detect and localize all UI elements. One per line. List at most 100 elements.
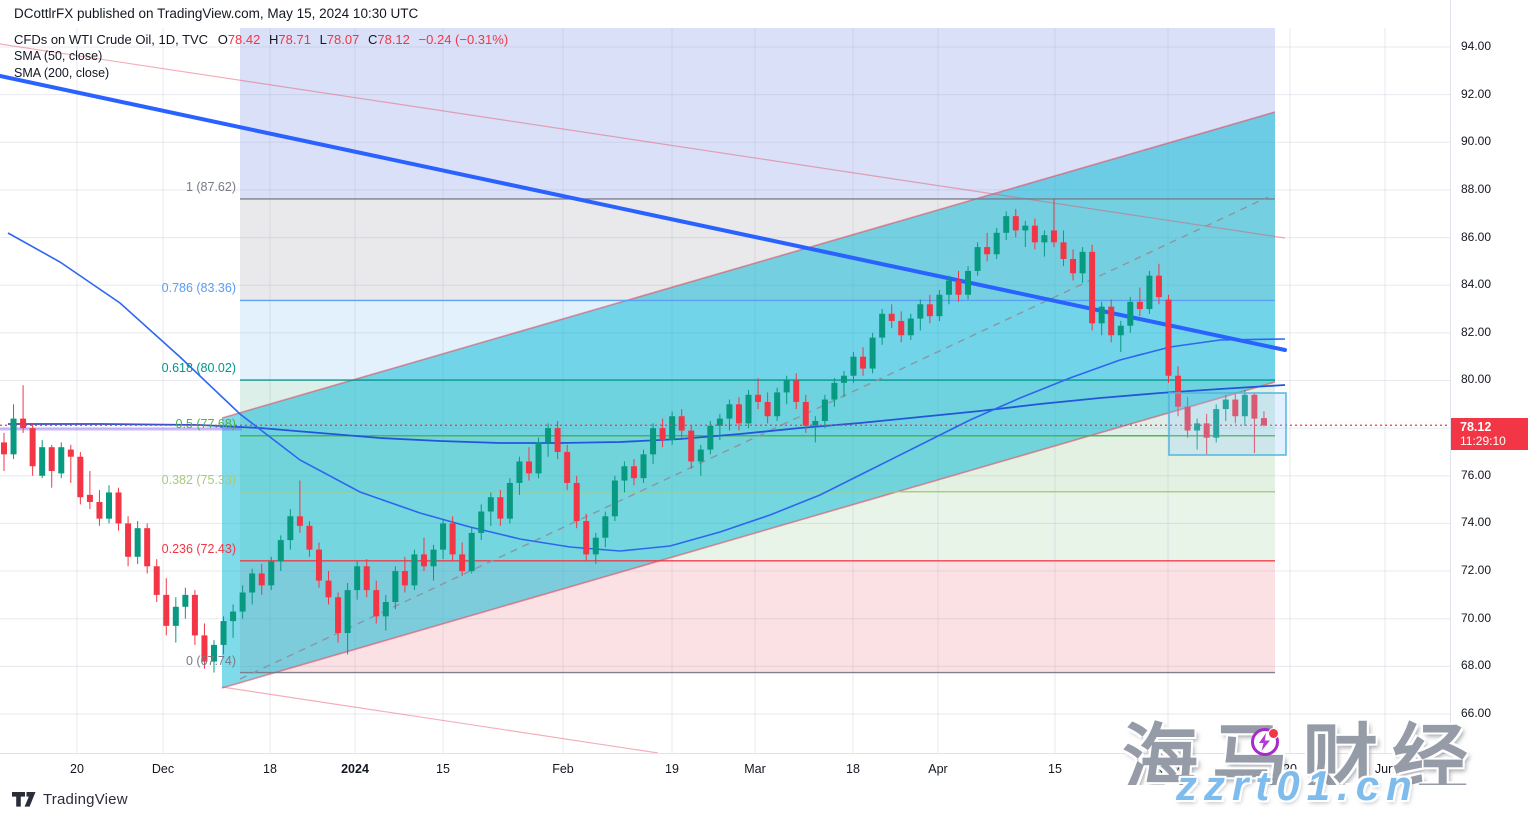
candle-body[interactable]	[39, 447, 46, 476]
candle-body[interactable]	[1022, 225, 1029, 231]
candle-body[interactable]	[850, 356, 857, 376]
candle-body[interactable]	[277, 540, 284, 562]
candle-body[interactable]	[1012, 216, 1019, 231]
candle-body[interactable]	[860, 356, 867, 369]
candle-body[interactable]	[592, 537, 599, 555]
candle-body[interactable]	[945, 280, 952, 295]
candle-body[interactable]	[134, 528, 141, 557]
candle-body[interactable]	[974, 247, 981, 271]
candle-body[interactable]	[707, 425, 714, 450]
candle-body[interactable]	[898, 320, 905, 336]
secondary-trendline[interactable]	[0, 43, 1286, 239]
candle-body[interactable]	[1117, 325, 1124, 336]
candle-body[interactable]	[755, 394, 762, 402]
candle-body[interactable]	[430, 549, 437, 567]
tradingview-logo[interactable]: TradingView	[12, 791, 128, 808]
candle-body[interactable]	[48, 447, 55, 472]
candle-body[interactable]	[621, 466, 628, 481]
candle-body[interactable]	[20, 418, 27, 429]
candle-body[interactable]	[764, 401, 771, 417]
candle-body[interactable]	[554, 428, 561, 452]
candle-body[interactable]	[449, 523, 456, 555]
candle-body[interactable]	[401, 571, 408, 586]
sma-50-line[interactable]	[7, 232, 1286, 552]
candle-body[interactable]	[993, 232, 1000, 255]
candle-body[interactable]	[1251, 394, 1258, 419]
candle-body[interactable]	[630, 466, 637, 479]
candle-body[interactable]	[363, 566, 370, 591]
candle-body[interactable]	[1184, 406, 1191, 431]
candle-body[interactable]	[220, 621, 227, 645]
candle-body[interactable]	[716, 418, 723, 426]
candle-body[interactable]	[268, 561, 275, 586]
candle-body[interactable]	[296, 516, 303, 526]
price-axis[interactable]: 94.00 92.00 90.00 88.00 86.00 84.00 82.00 80.00…	[1450, 0, 1529, 753]
candle-body[interactable]	[697, 449, 704, 462]
candle-body[interactable]	[525, 461, 532, 474]
candle-body[interactable]	[802, 401, 809, 426]
candle-body[interactable]	[10, 418, 17, 455]
candle-body[interactable]	[564, 451, 571, 483]
candle-body[interactable]	[879, 313, 886, 338]
candle-body[interactable]	[955, 280, 962, 295]
candle-body[interactable]	[726, 404, 733, 419]
candle-body[interactable]	[144, 528, 151, 567]
candle-body[interactable]	[745, 394, 752, 424]
candle-body[interactable]	[1146, 275, 1153, 310]
candle-body[interactable]	[783, 380, 790, 393]
candle-body[interactable]	[230, 611, 237, 622]
candle-body[interactable]	[1213, 409, 1220, 438]
time-axis[interactable]: 20 Dec 18 2024 15 Feb 19 Mar 18 Apr 15 May 20 Jun	[0, 753, 1450, 786]
candle-body[interactable]	[688, 430, 695, 462]
candle-body[interactable]	[907, 318, 914, 336]
candle-body[interactable]	[201, 635, 208, 662]
candle-body[interactable]	[1041, 235, 1048, 243]
secondary-trendline[interactable]	[221, 686, 659, 753]
candle-body[interactable]	[1089, 251, 1096, 324]
candle-body[interactable]	[239, 592, 246, 612]
candle-body[interactable]	[96, 501, 103, 519]
candle-body[interactable]	[411, 554, 418, 586]
candle-body[interactable]	[249, 573, 256, 593]
candle-body[interactable]	[917, 304, 924, 319]
candle-body[interactable]	[468, 532, 475, 572]
selection-rectangle[interactable]	[1168, 392, 1287, 456]
candle-body[interactable]	[506, 482, 513, 519]
candle-body[interactable]	[793, 380, 800, 402]
candle-body[interactable]	[1136, 301, 1143, 310]
candle-body[interactable]	[1079, 251, 1086, 274]
candle-body[interactable]	[77, 456, 84, 498]
candle-body[interactable]	[1108, 306, 1115, 336]
candle-body[interactable]	[545, 428, 552, 443]
candle-body[interactable]	[58, 447, 65, 474]
candle-body[interactable]	[1232, 399, 1239, 417]
candle-body[interactable]	[182, 594, 189, 607]
candle-body[interactable]	[354, 566, 361, 591]
candle-body[interactable]	[1175, 375, 1182, 407]
candle-body[interactable]	[840, 375, 847, 383]
channel-lower-line[interactable]	[221, 381, 1276, 689]
price-chart-canvas[interactable]	[0, 0, 1450, 753]
candle-body[interactable]	[172, 606, 179, 626]
candle-body[interactable]	[125, 523, 132, 557]
candle-body[interactable]	[678, 416, 685, 431]
candle-body[interactable]	[735, 404, 742, 424]
flash-publish-icon[interactable]	[1251, 728, 1279, 756]
candle-body[interactable]	[888, 313, 895, 321]
candle-body[interactable]	[115, 492, 122, 524]
candle-body[interactable]	[650, 428, 657, 455]
candle-body[interactable]	[659, 428, 666, 441]
candle-body[interactable]	[478, 511, 485, 533]
candle-body[interactable]	[669, 416, 676, 441]
candle-body[interactable]	[258, 573, 265, 586]
candle-body[interactable]	[1098, 306, 1105, 324]
candle-body[interactable]	[344, 590, 351, 633]
candle-body[interactable]	[459, 554, 466, 572]
candle-body[interactable]	[373, 590, 380, 617]
candle-body[interactable]	[869, 337, 876, 369]
candle-body[interactable]	[1003, 216, 1010, 233]
candle-body[interactable]	[611, 480, 618, 517]
candle-body[interactable]	[1060, 242, 1067, 260]
candle-body[interactable]	[821, 399, 828, 421]
candle-body[interactable]	[1241, 394, 1248, 417]
